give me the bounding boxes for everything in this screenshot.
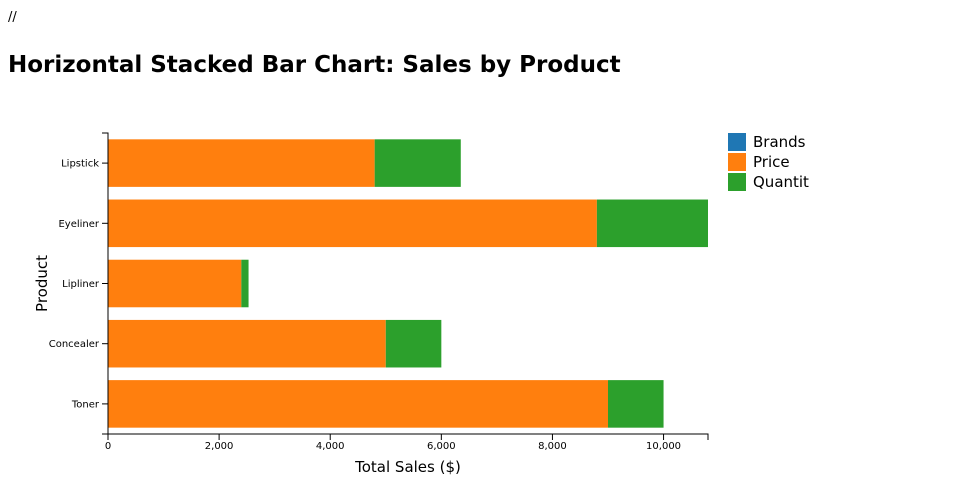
y-axis-label: Product bbox=[33, 255, 51, 312]
x-tick-label: 4,000 bbox=[316, 441, 345, 452]
x-tick-label: 6,000 bbox=[427, 441, 456, 452]
bar-eyeliner-quantity bbox=[596, 199, 708, 248]
x-axis-line bbox=[107, 433, 709, 440]
x-tick-label: 2,000 bbox=[205, 441, 234, 452]
x-tick-label: 8,000 bbox=[538, 441, 567, 452]
y-tick-label-concealer: Concealer bbox=[49, 339, 100, 350]
y-tick-label-lipliner: Lipliner bbox=[62, 279, 100, 290]
legend-swatch-brands bbox=[728, 133, 746, 151]
legend-label-brands: Brands bbox=[753, 133, 806, 151]
x-tick-label: 0 bbox=[105, 441, 111, 452]
y-tick-label-lipstick: Lipstick bbox=[61, 159, 99, 170]
bar-toner-price bbox=[108, 380, 608, 428]
x-axis: 0 2,000 4,000 6,000 8,000 10,000 bbox=[105, 433, 709, 452]
legend-label-price: Price bbox=[753, 153, 790, 171]
y-tick-label-eyeliner: Eyeliner bbox=[58, 219, 99, 230]
bar-toner-quantity bbox=[608, 380, 664, 428]
legend: Brands Price Quantit bbox=[728, 133, 809, 191]
bars-layer bbox=[108, 139, 708, 428]
x-axis-label: Total Sales ($) bbox=[354, 458, 461, 476]
bar-lipliner-price bbox=[108, 259, 242, 308]
bar-lipliner-quantity bbox=[241, 259, 249, 308]
legend-swatch-quantity bbox=[728, 173, 746, 191]
code-comment: // bbox=[8, 10, 17, 25]
y-tick-label-toner: Toner bbox=[71, 399, 100, 410]
legend-label-quantity: Quantit bbox=[753, 173, 809, 191]
chart-title: Horizontal Stacked Bar Chart: Sales by P… bbox=[8, 52, 621, 78]
x-tick-label: 10,000 bbox=[646, 441, 681, 452]
bar-eyeliner-price bbox=[108, 199, 597, 248]
bar-concealer-quantity bbox=[385, 319, 442, 368]
bar-lipstick-price bbox=[108, 139, 375, 187]
bar-lipstick-quantity bbox=[374, 139, 461, 187]
legend-swatch-price bbox=[728, 153, 746, 171]
y-axis: Lipstick Eyeliner Lipliner Concealer Toner bbox=[49, 132, 109, 435]
bar-concealer-price bbox=[108, 319, 386, 368]
